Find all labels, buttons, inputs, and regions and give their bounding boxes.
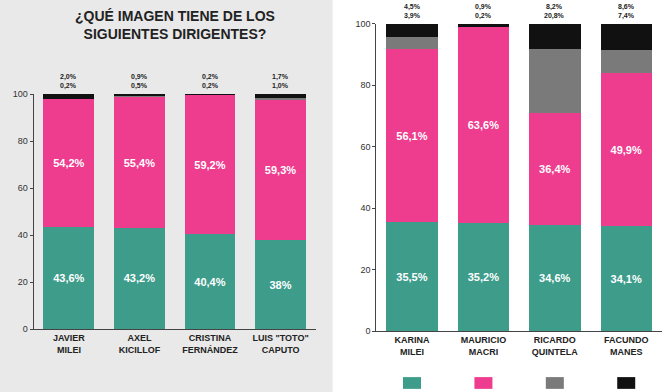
svg-text:43,6%: 43,6% <box>53 272 84 284</box>
svg-text:KARINAMILEI: KARINAMILEI <box>395 335 430 357</box>
svg-text:0,2%: 0,2% <box>60 82 77 90</box>
svg-text:FACUNDOMANES: FACUNDOMANES <box>604 335 649 357</box>
svg-text:60: 60 <box>361 142 371 152</box>
svg-text:0,9%: 0,9% <box>475 3 492 11</box>
svg-text:1,0%: 1,0% <box>272 82 289 90</box>
svg-text:MAURICIOMACRI: MAURICIOMACRI <box>461 335 507 357</box>
svg-text:RICARDOQUINTELA: RICARDOQUINTELA <box>532 335 578 357</box>
svg-text:38%: 38% <box>269 279 291 291</box>
svg-text:63,6%: 63,6% <box>468 119 499 131</box>
svg-text:40: 40 <box>361 203 371 213</box>
svg-text:80: 80 <box>18 136 28 146</box>
svg-text:100: 100 <box>355 19 370 29</box>
svg-text:100: 100 <box>13 89 28 99</box>
svg-text:43,2%: 43,2% <box>124 272 155 284</box>
svg-text:80: 80 <box>361 80 371 90</box>
svg-text:3,9%: 3,9% <box>404 12 421 20</box>
svg-text:2,0%: 2,0% <box>60 73 77 81</box>
svg-text:20: 20 <box>361 265 371 275</box>
svg-text:56,1%: 56,1% <box>396 130 427 142</box>
svg-text:0,2%: 0,2% <box>202 82 219 90</box>
svg-text:55,4%: 55,4% <box>124 157 155 169</box>
svg-text:34,1%: 34,1% <box>611 273 642 285</box>
svg-text:CRISTINAFERNÁNDEZ: CRISTINAFERNÁNDEZ <box>182 333 238 355</box>
svg-text:0: 0 <box>23 324 28 334</box>
svg-text:36,4%: 36,4% <box>539 163 570 175</box>
svg-text:0,2%: 0,2% <box>202 73 219 81</box>
svg-text:8,6%: 8,6% <box>618 3 635 11</box>
svg-text:20: 20 <box>18 277 28 287</box>
svg-text:35,5%: 35,5% <box>396 271 427 283</box>
svg-text:4,5%: 4,5% <box>404 3 421 11</box>
svg-text:0,2%: 0,2% <box>475 12 492 20</box>
svg-text:54,2%: 54,2% <box>53 157 84 169</box>
svg-text:60: 60 <box>18 183 28 193</box>
svg-text:34,6%: 34,6% <box>539 272 570 284</box>
svg-text:1,7%: 1,7% <box>272 73 289 81</box>
svg-text:49,9%: 49,9% <box>611 144 642 156</box>
svg-text:35,2%: 35,2% <box>468 271 499 283</box>
svg-text:0: 0 <box>366 326 371 336</box>
svg-text:59,2%: 59,2% <box>194 159 225 171</box>
svg-text:40,4%: 40,4% <box>194 276 225 288</box>
svg-text:¿QUÉ IMAGEN TIENE DE LOSSIGUIE: ¿QUÉ IMAGEN TIENE DE LOSSIGUIENTES DIRIG… <box>75 8 275 42</box>
svg-text:20,8%: 20,8% <box>544 12 565 20</box>
svg-text:40: 40 <box>18 230 28 240</box>
svg-text:AXELKICILLOF: AXELKICILLOF <box>119 333 161 355</box>
svg-text:0,9%: 0,9% <box>131 73 148 81</box>
svg-text:JAVIERMILEI: JAVIERMILEI <box>53 333 85 355</box>
svg-text:59,3%: 59,3% <box>265 164 296 176</box>
svg-text:8,2%: 8,2% <box>546 3 563 11</box>
svg-text:7,4%: 7,4% <box>618 12 635 20</box>
svg-text:0,5%: 0,5% <box>131 82 148 90</box>
svg-text:LUIS "TOTO"CAPUTO: LUIS "TOTO"CAPUTO <box>252 333 308 355</box>
